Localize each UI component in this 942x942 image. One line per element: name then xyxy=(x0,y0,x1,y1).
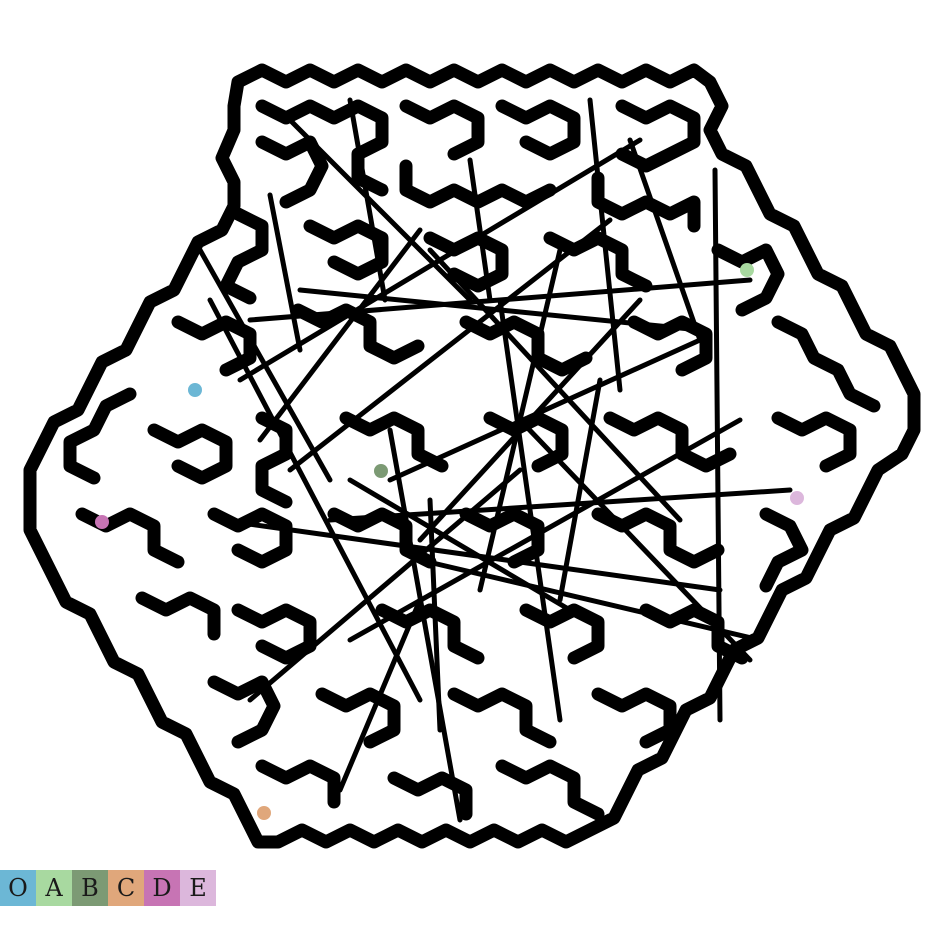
maze-inner-wall xyxy=(303,219,389,281)
maze-inner-wall xyxy=(315,687,401,749)
hex-maze-board xyxy=(23,63,921,849)
overlay-line xyxy=(287,217,613,473)
maze-markers xyxy=(95,263,804,820)
maze-inner-wall xyxy=(615,99,701,173)
maze-inner-wall xyxy=(207,675,281,749)
maze-inner-wall xyxy=(399,99,485,161)
overlay-line xyxy=(267,192,303,353)
marker-e-dot xyxy=(790,491,804,505)
overlay-line xyxy=(517,417,753,663)
maze-inner-wall xyxy=(219,207,269,305)
maze-inner-wall xyxy=(771,315,881,413)
overlay-line xyxy=(427,247,683,523)
overlay-line xyxy=(427,497,443,733)
marker-a-dot xyxy=(740,263,754,277)
maze-inner-wall xyxy=(375,603,485,665)
maze-inner-wall xyxy=(519,603,605,665)
maze-inner-wall xyxy=(711,243,785,317)
overlay-line xyxy=(327,487,793,523)
maze-inner-wall xyxy=(255,411,293,509)
maze-inner-wall xyxy=(759,507,809,593)
maze-inner-wall xyxy=(447,687,557,749)
overlay-line xyxy=(627,137,703,343)
maze-inner-wall xyxy=(255,135,329,209)
legend-cell-e: E xyxy=(180,870,216,906)
maze-inner-wall xyxy=(147,423,233,485)
maze-outer-wall xyxy=(23,63,921,849)
legend-cell-b: B xyxy=(72,870,108,906)
marker-c-dot xyxy=(257,806,271,820)
overlay-line xyxy=(347,477,573,613)
maze-inner-wall xyxy=(207,507,293,569)
maze-inner-wall xyxy=(399,159,557,209)
marker-o-dot xyxy=(188,383,202,397)
maze-inner-wall xyxy=(387,771,473,821)
maze-inner-wall xyxy=(255,99,389,197)
maze-inner-wall xyxy=(291,303,425,365)
maze-inner-wall xyxy=(591,171,701,233)
maze-inner-wall xyxy=(543,231,653,293)
legend-cell-c: C xyxy=(108,870,144,906)
maze-walls xyxy=(23,63,921,849)
legend-cell-a: A xyxy=(36,870,72,906)
overlay-line xyxy=(247,467,523,703)
overlay-line xyxy=(387,337,703,483)
overlay-line xyxy=(467,157,493,303)
maze-inner-wall xyxy=(591,687,677,749)
marker-d-dot xyxy=(95,515,109,529)
overlay-line xyxy=(497,297,563,723)
maze-inner-wall xyxy=(459,315,593,377)
maze-inner-wall xyxy=(171,315,257,377)
overlay-line xyxy=(217,517,723,593)
legend-cell-d: D xyxy=(144,870,180,906)
overlay-line xyxy=(347,417,743,643)
overlay-line xyxy=(257,227,423,443)
overlay-line xyxy=(387,427,463,823)
legend-cell-o: O xyxy=(0,870,36,906)
maze-inner-wall xyxy=(495,99,581,161)
overlay-line xyxy=(557,377,603,603)
maze-inner-wall xyxy=(771,411,857,473)
maze-inner-wall xyxy=(63,387,137,485)
overlay-lines xyxy=(197,97,793,823)
overlay-line xyxy=(417,297,643,543)
color-legend: O A B C D E xyxy=(0,870,216,906)
maze-inner-wall xyxy=(255,759,341,809)
maze-inner-wall xyxy=(231,603,317,665)
maze-inner-wall xyxy=(603,411,737,473)
overlay-line xyxy=(207,297,423,703)
overlay-line xyxy=(337,597,423,793)
maze-inner-wall xyxy=(339,411,449,473)
overlay-line xyxy=(287,117,473,303)
maze-inner-wall xyxy=(135,591,221,641)
maze-inner-wall xyxy=(495,759,605,821)
overlay-line xyxy=(417,557,763,643)
marker-b-dot xyxy=(374,464,388,478)
overlay-line xyxy=(587,97,623,393)
